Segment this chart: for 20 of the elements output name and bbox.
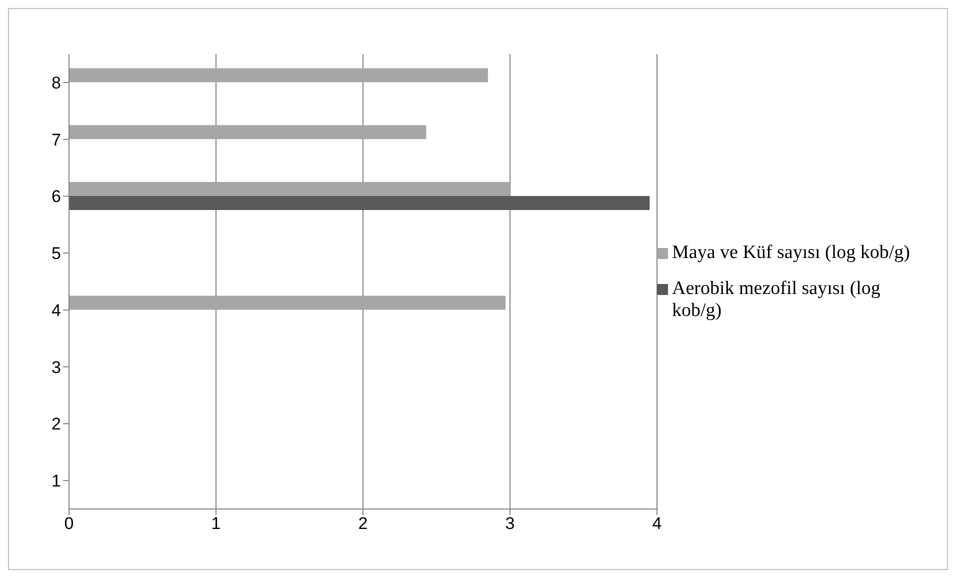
y-tick-label: 7 — [52, 130, 61, 150]
bar — [69, 196, 650, 210]
y-tick-label: 2 — [52, 414, 61, 434]
y-tick-label: 5 — [52, 244, 61, 264]
bar — [69, 296, 506, 310]
bar — [69, 125, 426, 140]
y-tick-label: 8 — [52, 73, 61, 92]
y-tick-label: 6 — [52, 187, 61, 206]
y-tick-label: 3 — [52, 358, 61, 377]
x-tick-label: 2 — [358, 514, 368, 534]
y-tick-label: 1 — [52, 472, 61, 491]
x-tick-label: 1 — [211, 514, 221, 534]
y-tick-label: 4 — [52, 300, 61, 320]
x-tick-label: 3 — [505, 514, 515, 534]
legend-label: Maya ve Küf sayısı (log kob/g) — [672, 242, 910, 264]
x-tick-label: 0 — [64, 514, 74, 534]
bar — [69, 182, 510, 196]
x-tick-label: 4 — [652, 514, 662, 534]
bar — [69, 68, 488, 82]
legend-label: Aerobik mezofil sayısı (log kob/g) — [672, 278, 882, 322]
